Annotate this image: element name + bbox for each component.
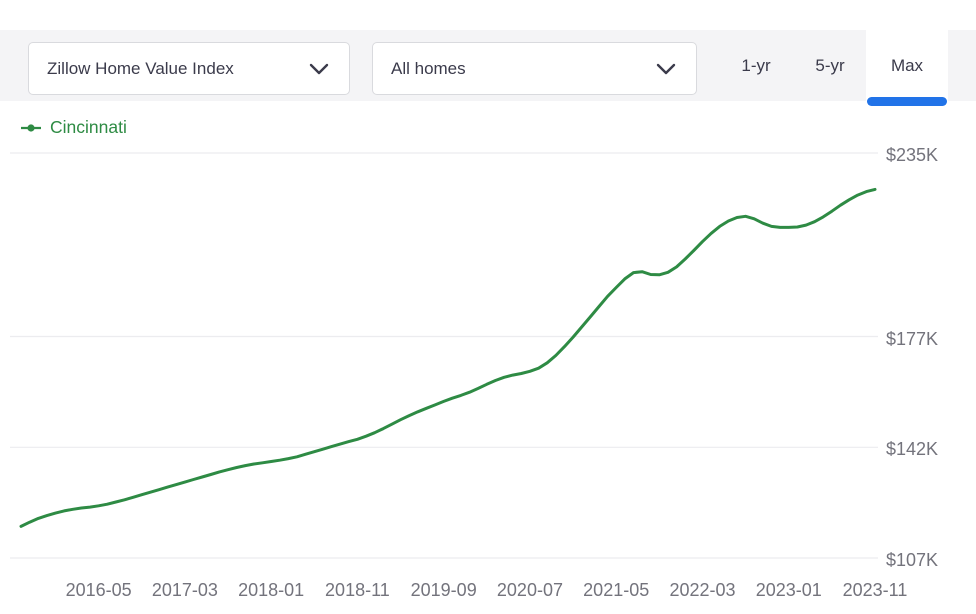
tab-5yr[interactable]: 5-yr (815, 56, 845, 75)
tab-max-label: Max (890, 56, 924, 75)
x-axis-tick-label: 2023-11 (842, 580, 908, 600)
chevron-down-icon (656, 63, 676, 74)
series-line-marker-icon (21, 123, 41, 132)
metric-dropdown-value: Zillow Home Value Index (47, 58, 234, 78)
x-axis-tick-label: 2016-05 (65, 580, 132, 600)
tab-1yr[interactable]: 1-yr (741, 56, 771, 75)
tab-max[interactable]: Max (866, 30, 948, 106)
legend-item-cincinnati[interactable]: Cincinnati (20, 117, 127, 138)
metric-dropdown[interactable]: Zillow Home Value Index (28, 42, 350, 95)
x-axis-tick-label: 2017-03 (151, 580, 218, 600)
chart-toolbar: Zillow Home Value Index All homes 1-yr 5… (0, 30, 976, 106)
y-axis-tick-label: $107K (886, 550, 939, 570)
home-type-dropdown[interactable]: All homes (372, 42, 697, 95)
chevron-down-icon (309, 63, 329, 74)
legend-label: Cincinnati (50, 117, 127, 137)
active-tab-underline (867, 97, 947, 106)
x-axis-tick-label: 2021-05 (583, 580, 650, 600)
home-type-dropdown-value: All homes (391, 58, 466, 78)
y-axis-tick-label: $142K (886, 439, 939, 460)
x-axis-tick-label: 2022-03 (669, 580, 736, 600)
x-axis-tick-label: 2019-09 (410, 580, 477, 600)
series-line-cincinnati[interactable] (19, 187, 877, 528)
x-axis-tick-label: 2018-11 (325, 580, 390, 600)
y-axis-tick-label: $235K (886, 145, 939, 165)
x-axis-tick-label: 2023-01 (755, 580, 822, 600)
y-axis-tick-label: $177K (886, 328, 939, 349)
x-axis-tick-label: 2020-07 (496, 580, 563, 600)
x-axis-tick-label: 2018-01 (238, 580, 305, 600)
